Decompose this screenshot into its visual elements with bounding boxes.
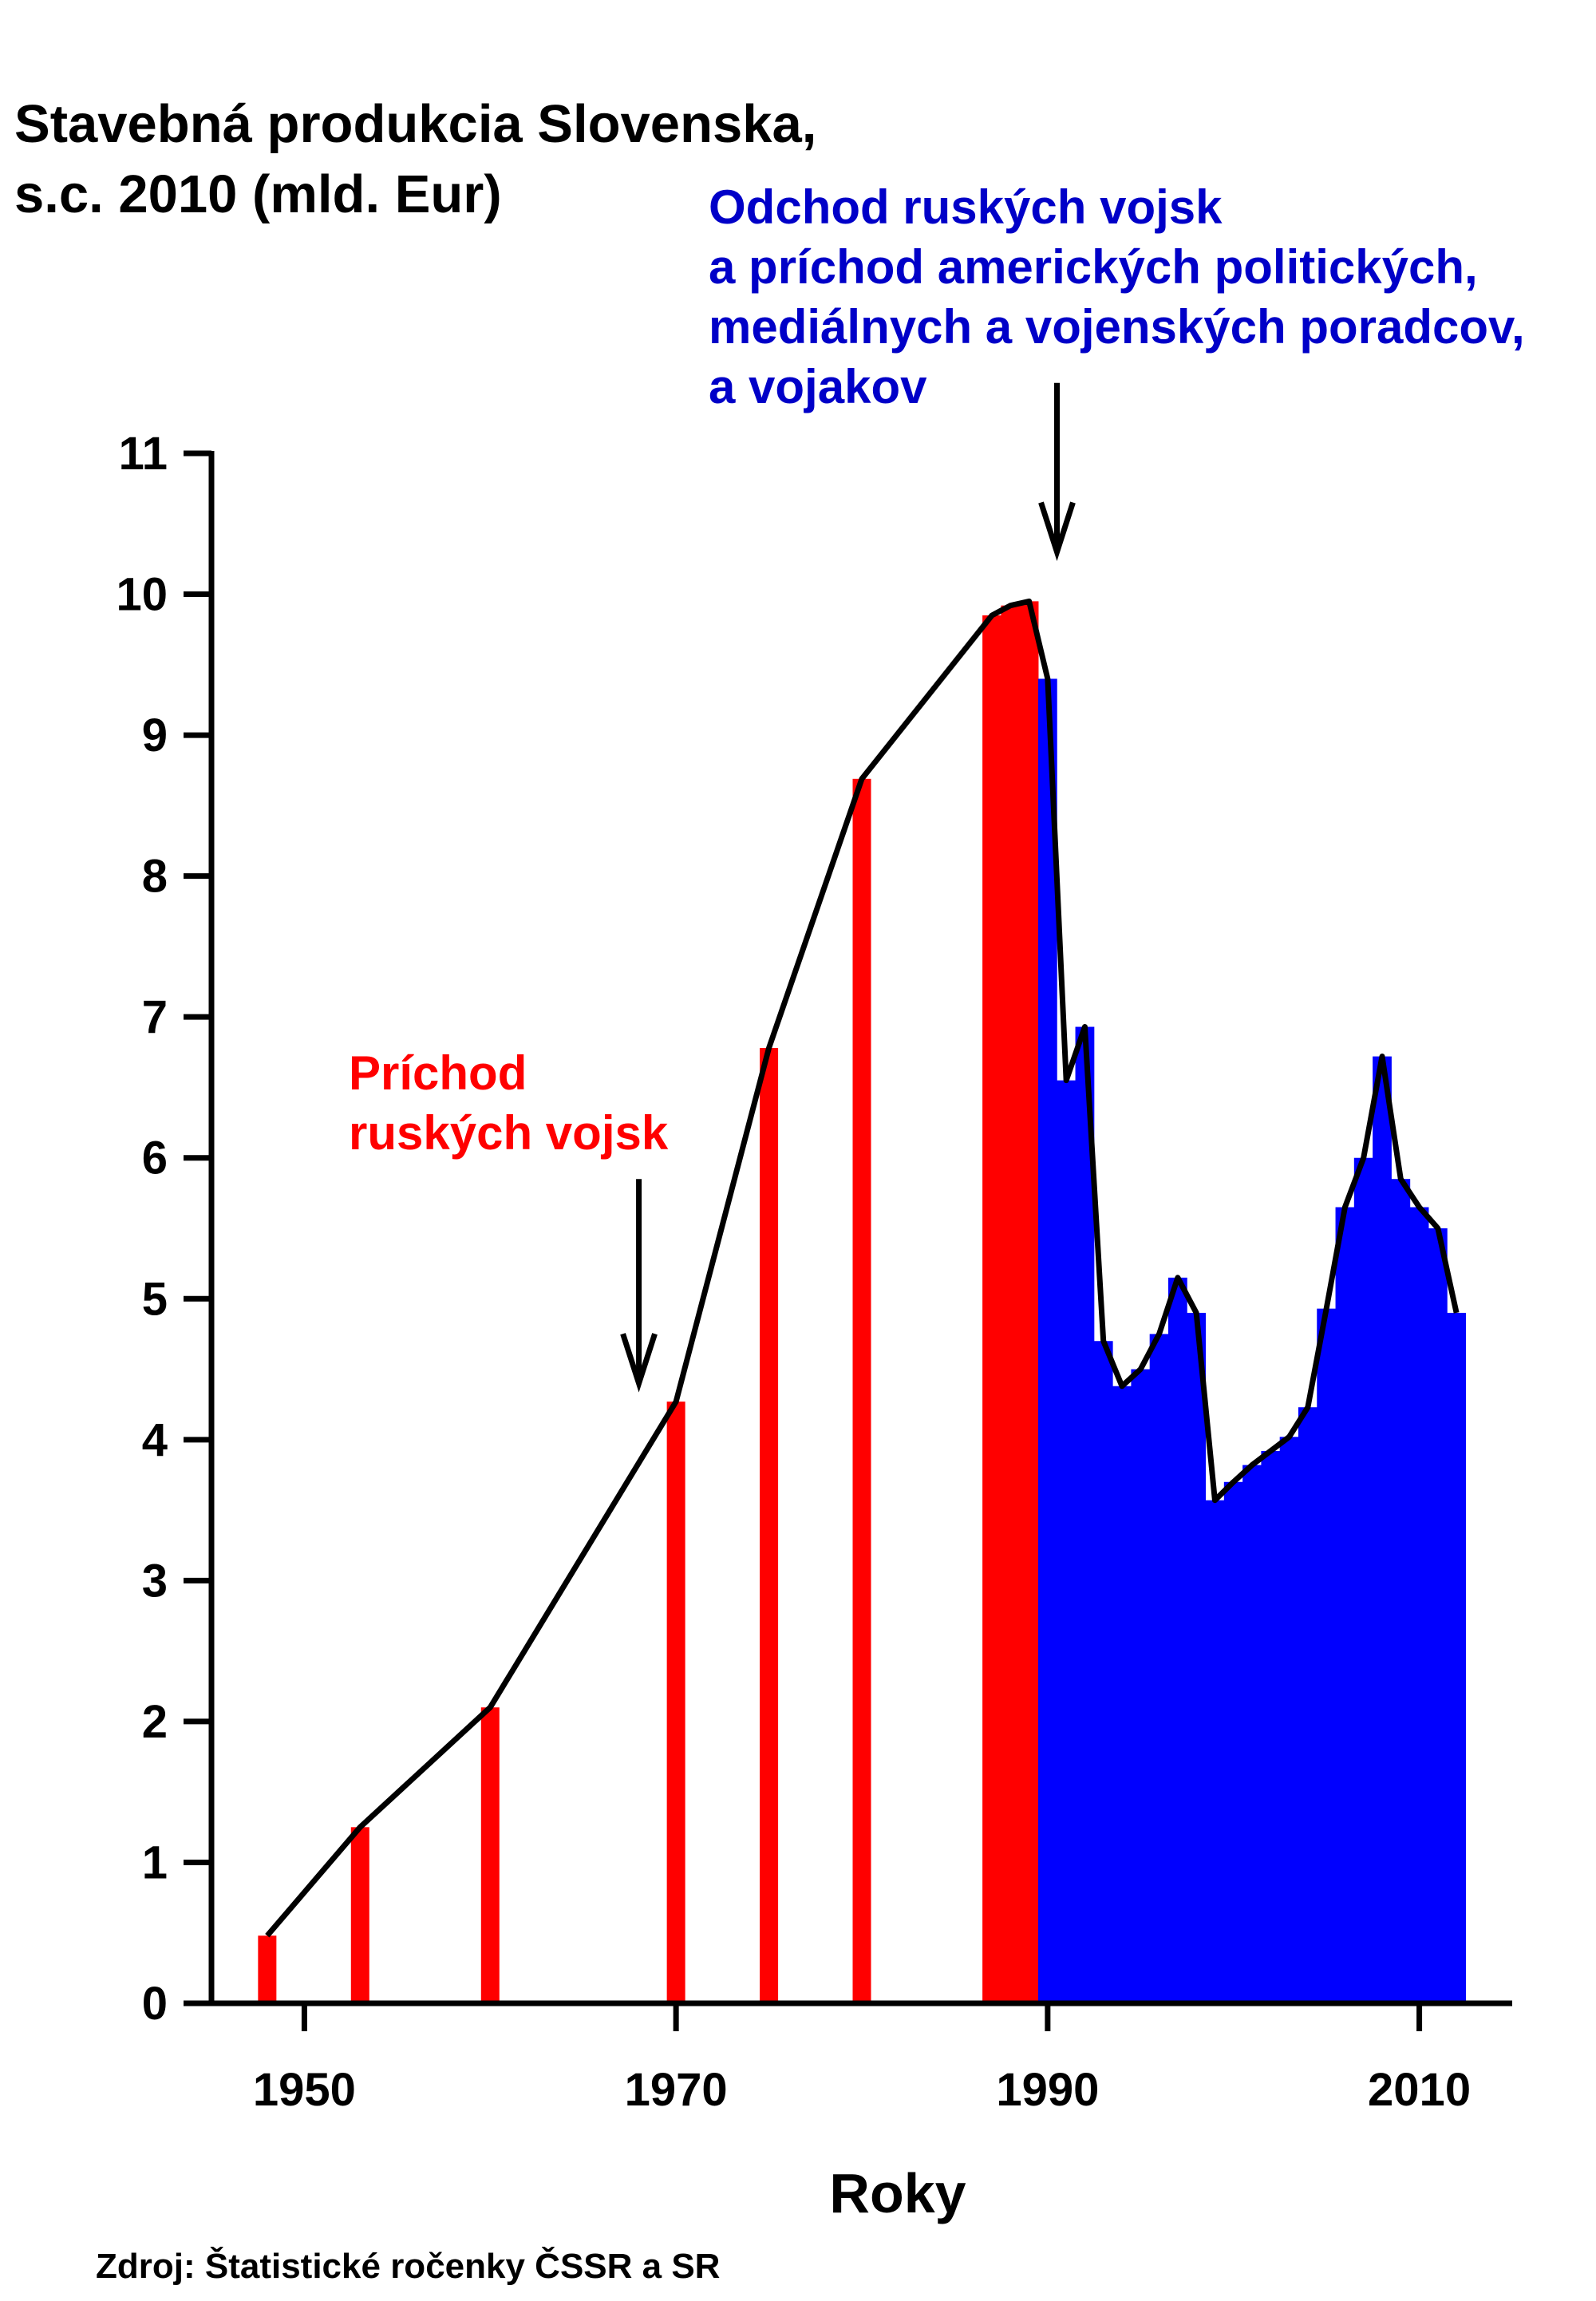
bar-1991 (1057, 1080, 1077, 2003)
y-tick-label-2: 2 (142, 1696, 168, 1748)
annotation-withdrawal-line-2: a príchod amerických politických, (709, 240, 1478, 294)
bar-1989 (1019, 601, 1039, 2003)
y-tick-label-10: 10 (116, 569, 168, 621)
bar-2008 (1373, 1056, 1392, 2003)
x-axis-title: Roky (829, 2162, 966, 2224)
bar-2001 (1242, 1465, 1262, 2003)
bar-2002 (1261, 1450, 1281, 2003)
bar-1948 (258, 1935, 277, 2003)
bar-2004 (1298, 1407, 1317, 2003)
y-tick-label-3: 3 (142, 1555, 168, 1607)
x-tick-label-1970: 1970 (625, 2064, 728, 2116)
bar-1997 (1167, 1277, 1187, 2003)
bar-1996 (1149, 1334, 1169, 2003)
bar-1960 (480, 1707, 500, 2003)
y-tick-label-4: 4 (142, 1414, 168, 1466)
bar-2011 (1428, 1228, 1448, 2003)
bar-2006 (1335, 1207, 1355, 2003)
bar-1993 (1093, 1341, 1113, 2003)
bar-group (258, 601, 1467, 2004)
annotation-withdrawal-line-4: a vojakov (709, 360, 927, 413)
chart-title-line-1: Stavebná produkcia Slovenska, (14, 94, 817, 154)
annotation-withdrawal-line-3: mediálnych a vojenských poradcov, (709, 300, 1525, 354)
x-tick-label-2010: 2010 (1368, 2064, 1471, 2116)
chart-title-line-2: s.c. 2010 (mld. Eur) (14, 164, 502, 224)
y-tick-label-1: 1 (142, 1836, 168, 1888)
bar-1970 (666, 1402, 685, 2003)
annotation-invasion-line-1: Príchod (349, 1046, 527, 1100)
source-note: Zdroj: Štatistické ročenky ČSSR a SR (96, 2247, 721, 2286)
bar-1990 (1037, 678, 1057, 2003)
annotation-invasion: Príchod ruských vojsk (349, 1043, 668, 1163)
annotation-withdrawal-line-1: Odchod ruských vojsk (709, 180, 1223, 234)
chart-title: Stavebná produkcia Slovenska, s.c. 2010 … (14, 89, 816, 230)
y-tick-label-8: 8 (142, 851, 168, 903)
annotation-withdrawal: Odchod ruských vojsk a príchod americkýc… (709, 177, 1525, 417)
invasion-arrow-head (620, 1333, 658, 1393)
y-tick-label-0: 0 (142, 1978, 168, 2030)
bar-1975 (760, 1048, 779, 2003)
y-tick-label-7: 7 (142, 991, 168, 1043)
y-tick-label-5: 5 (142, 1273, 168, 1325)
bar-1988 (1001, 605, 1021, 2004)
bar-1987 (982, 615, 1001, 2003)
bar-1998 (1187, 1312, 1207, 2003)
bar-1995 (1131, 1369, 1151, 2003)
bar-2000 (1223, 1481, 1243, 2003)
bar-1953 (350, 1827, 369, 2003)
trend-line (265, 598, 1460, 1938)
x-tick-label-1990: 1990 (996, 2064, 1099, 2116)
bar-2003 (1279, 1437, 1299, 2003)
bar-2007 (1353, 1157, 1373, 2003)
y-tick-label-11: 11 (119, 428, 168, 480)
bar-2012 (1447, 1312, 1467, 2003)
x-tick-label-1950: 1950 (253, 2064, 356, 2116)
axes (208, 451, 1512, 2006)
bar-2005 (1317, 1308, 1337, 2003)
annotation-invasion-line-2: ruských vojsk (349, 1106, 669, 1160)
y-tick-label-9: 9 (142, 710, 168, 761)
bar-1980 (852, 778, 871, 2003)
bar-1992 (1075, 1026, 1095, 2003)
ticks: 0 1 2 3 4 5 6 7 8 9 10 11 1950 1970 1990 2010 Roky (116, 428, 1471, 2224)
withdrawal-arrow-head (1038, 501, 1076, 561)
overlay (265, 382, 1460, 1938)
y-tick-label-6: 6 (142, 1133, 168, 1184)
bar-1999 (1205, 1500, 1225, 2003)
bar-2010 (1409, 1207, 1429, 2003)
bar-1994 (1112, 1386, 1132, 2003)
bar-2009 (1391, 1179, 1411, 2003)
